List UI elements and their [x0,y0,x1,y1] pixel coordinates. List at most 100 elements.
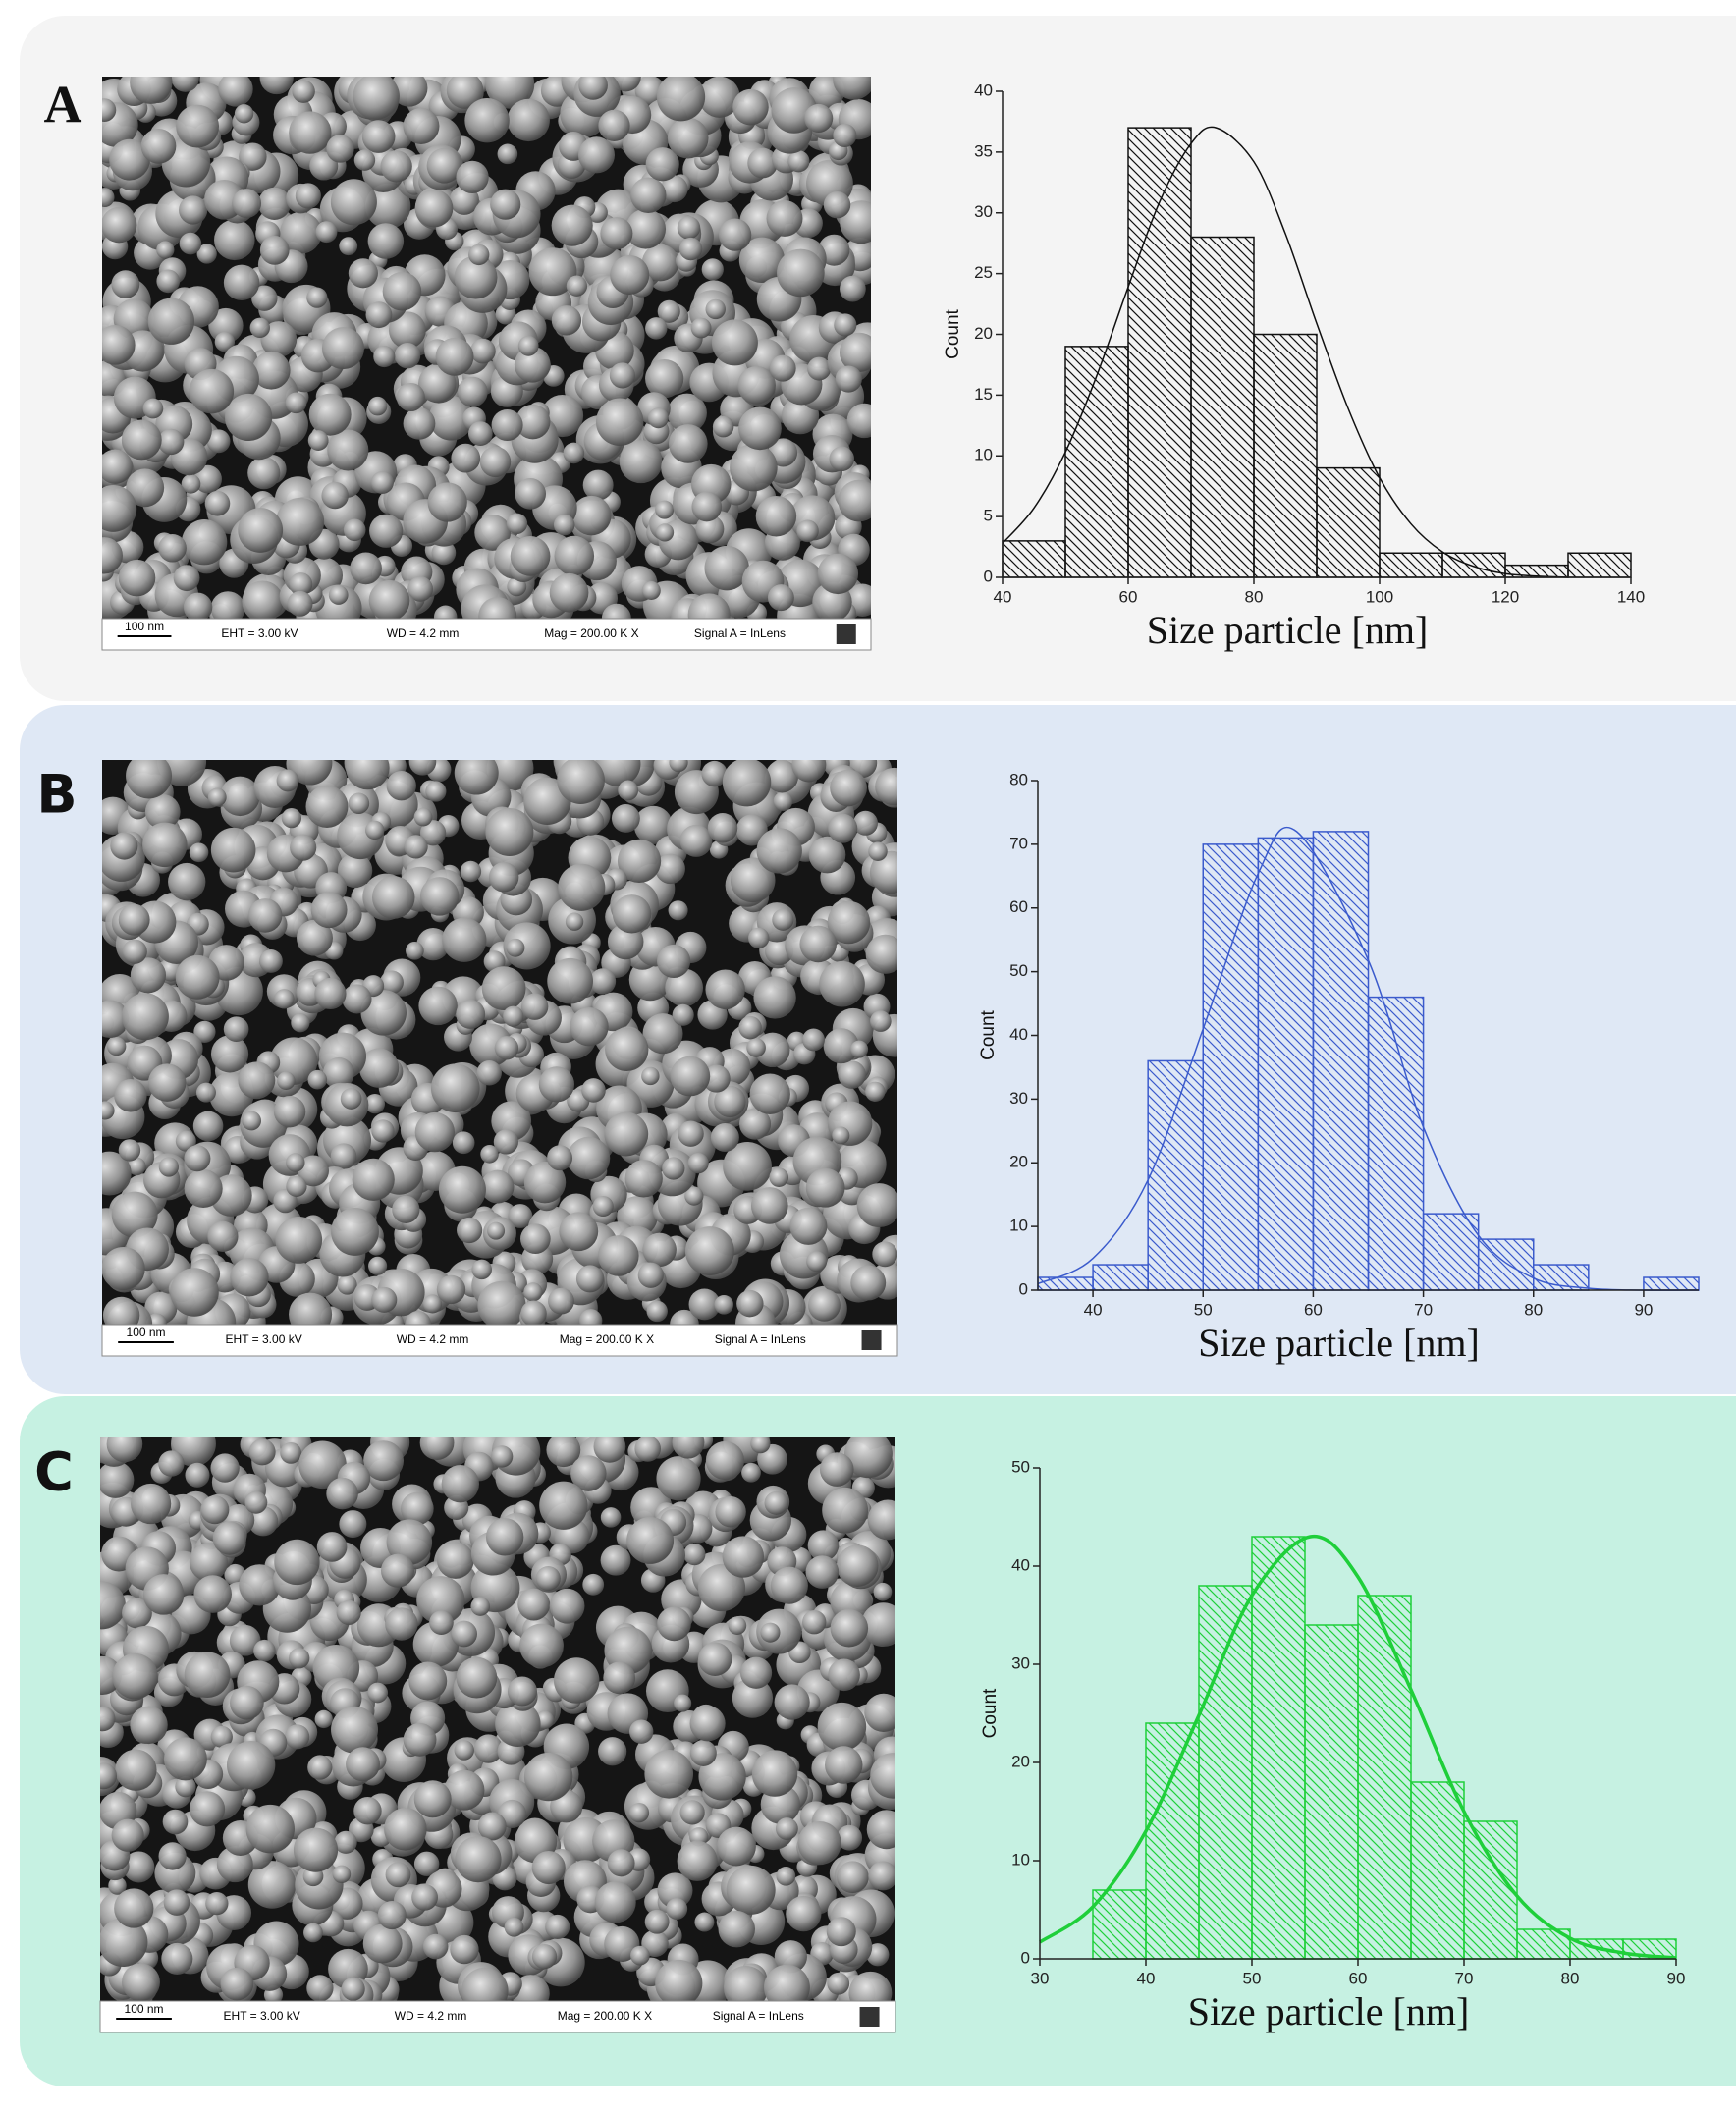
sem-particle [220,1967,254,2001]
panel-label: A [44,75,82,134]
sem-particle [162,1809,189,1835]
sem-particle [385,1862,411,1888]
sem-particle [774,1940,807,1974]
sem-particle [175,1130,196,1152]
y-tick-label: 40 [1009,1025,1028,1044]
sem-particle [427,482,467,522]
sem-particle [158,1157,180,1177]
sem-particle [670,1309,699,1325]
sem-particle [677,1840,718,1881]
sem-image [100,1437,895,2001]
sem-particle [408,1661,448,1701]
sem-particle [371,876,415,919]
bar [1037,1276,1094,1291]
sem-particle [610,254,650,296]
sem-particle [140,129,177,164]
sem-particle [220,776,260,817]
sem-particle [408,760,437,776]
sem-particle [828,813,858,843]
bar [1127,127,1192,578]
sem-particle [330,179,377,226]
sem-particle [508,1204,533,1228]
sem-particle [371,1119,395,1143]
sem-particle [251,351,291,390]
sem-particle [336,1599,361,1625]
sem-particle [797,1821,841,1866]
sem-particle [195,1082,216,1103]
sem-particle [545,1914,570,1939]
sem-particle [672,1437,705,1459]
sem-particle [488,862,519,893]
sem-particle [353,77,400,120]
sem-particle [642,1013,683,1055]
sem-particle [298,1155,329,1187]
sem-particle [108,1876,127,1895]
sem-particle [864,1693,895,1732]
info-wd: WD = 4.2 mm [395,2009,467,2023]
sem-particle [670,1056,711,1097]
sem-particle [604,1111,649,1157]
sem-particle [582,469,614,501]
sem-particle [592,1195,614,1218]
sem-particle [441,1464,480,1503]
sem-particle [477,1812,507,1841]
sem-particle [205,1892,229,1916]
sem-particle [247,898,283,933]
info-bar [101,1324,898,1357]
sem-particle [728,1616,747,1635]
sem-particle [361,120,396,153]
sem-particle [100,1581,126,1630]
sem-particle [806,1251,828,1273]
sem-particle [287,590,313,617]
sem-particle [184,1652,231,1699]
sem-particle [455,1836,502,1883]
sem-particle [730,443,778,492]
sem-particle [168,862,206,901]
sem-particle [837,1861,869,1894]
sem-particle [520,1300,547,1325]
sem-particle [414,1111,456,1153]
sem-particle [100,1762,118,1790]
sem-particle [726,1865,776,1915]
sem-particle [598,109,630,141]
sem-particle [549,572,589,613]
y-tick-label: 40 [1011,1555,1030,1574]
info-eht: EHT = 3.00 kV [221,626,298,640]
sem-particle [872,1241,897,1268]
sem-particle [337,852,373,889]
sem-particle [192,1111,224,1142]
sem-particle [767,584,794,612]
sem-particle [413,1780,452,1818]
sem-particle [495,1701,541,1748]
sem-particle [242,1111,262,1131]
sem-particle [598,1737,627,1766]
sem-particle [723,1141,772,1191]
sem-particle [210,591,245,619]
sem-particle [207,787,227,807]
sem-particle [210,827,256,873]
sem-particle [442,917,487,962]
sem-particle [698,1753,746,1801]
sem-particle [289,1648,310,1669]
sem-particle [684,1226,734,1276]
sem-image [102,760,897,1325]
sem-particle [321,327,364,370]
sem-particle [487,1221,506,1240]
sem-particle [210,1725,233,1749]
y-tick-label: 40 [974,81,993,99]
sem-particle [158,533,187,563]
sem-particle [253,1639,276,1662]
sem-particle [694,1912,715,1932]
sem-particle [600,1544,631,1576]
sem-particle [189,368,235,414]
sem-particle [657,944,691,979]
sem-particle [337,1274,357,1295]
sem-particle [539,1481,588,1530]
sem-particle [589,968,617,995]
sem-particle [764,1964,810,2001]
sem-particle [428,396,474,441]
info-bar [101,618,872,651]
sem-particle [730,857,776,903]
sem-particle [701,258,724,281]
